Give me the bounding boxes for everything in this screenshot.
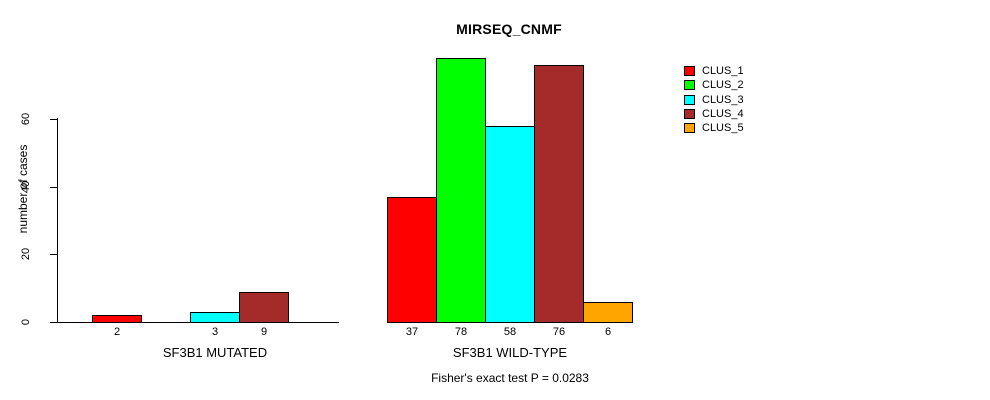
bar-clus_3 (190, 312, 240, 323)
bar-clus_2 (436, 58, 486, 323)
legend-swatch (684, 109, 695, 119)
bar-value-label: 37 (405, 326, 419, 338)
bar-value-label: 78 (454, 326, 468, 338)
legend-label: CLUS_3 (702, 94, 744, 106)
y-axis-line (57, 118, 58, 323)
legend-item: CLUS_3 (684, 94, 744, 106)
y-tick-mark (50, 254, 57, 255)
bar-clus_1 (387, 197, 437, 323)
legend-swatch (684, 123, 695, 133)
legend-swatch (684, 66, 695, 76)
bar-value-label: 6 (604, 326, 612, 338)
group-label-wildtype: SF3B1 WILD-TYPE (452, 345, 568, 360)
bar-clus_5 (583, 302, 633, 323)
legend-item: CLUS_1 (684, 65, 744, 77)
y-tick-label: 60 (20, 112, 32, 126)
legend-item: CLUS_2 (684, 79, 744, 91)
group-label-mutated: SF3B1 MUTATED (162, 345, 268, 360)
fisher-test-annotation: Fisher's exact test P = 0.0283 (431, 371, 589, 385)
bar-clus_3 (485, 126, 535, 323)
bar-clus_1 (92, 315, 142, 323)
legend-label: CLUS_4 (702, 108, 744, 120)
y-tick-label: 0 (20, 318, 32, 326)
bar-clus_4 (534, 65, 584, 323)
legend-label: CLUS_2 (702, 79, 744, 91)
bar-value-label: 9 (260, 326, 268, 338)
y-tick-mark (50, 119, 57, 120)
legend-swatch (684, 80, 695, 90)
bar-clus_4 (239, 292, 289, 323)
y-tick-mark (50, 322, 57, 323)
y-tick-label: 40 (20, 180, 32, 194)
bar-value-label: 2 (113, 326, 121, 338)
chart-title: MIRSEQ_CNMF (456, 21, 562, 37)
legend-item: CLUS_4 (684, 108, 744, 120)
bar-value-label: 76 (552, 326, 566, 338)
legend-label: CLUS_1 (702, 65, 744, 77)
legend-label: CLUS_5 (702, 122, 744, 134)
legend-item: CLUS_5 (684, 122, 744, 134)
y-tick-label: 20 (20, 247, 32, 261)
bar-value-label: 3 (211, 326, 219, 338)
y-tick-mark (50, 187, 57, 188)
legend-swatch (684, 95, 695, 105)
bar-value-label: 58 (503, 326, 517, 338)
